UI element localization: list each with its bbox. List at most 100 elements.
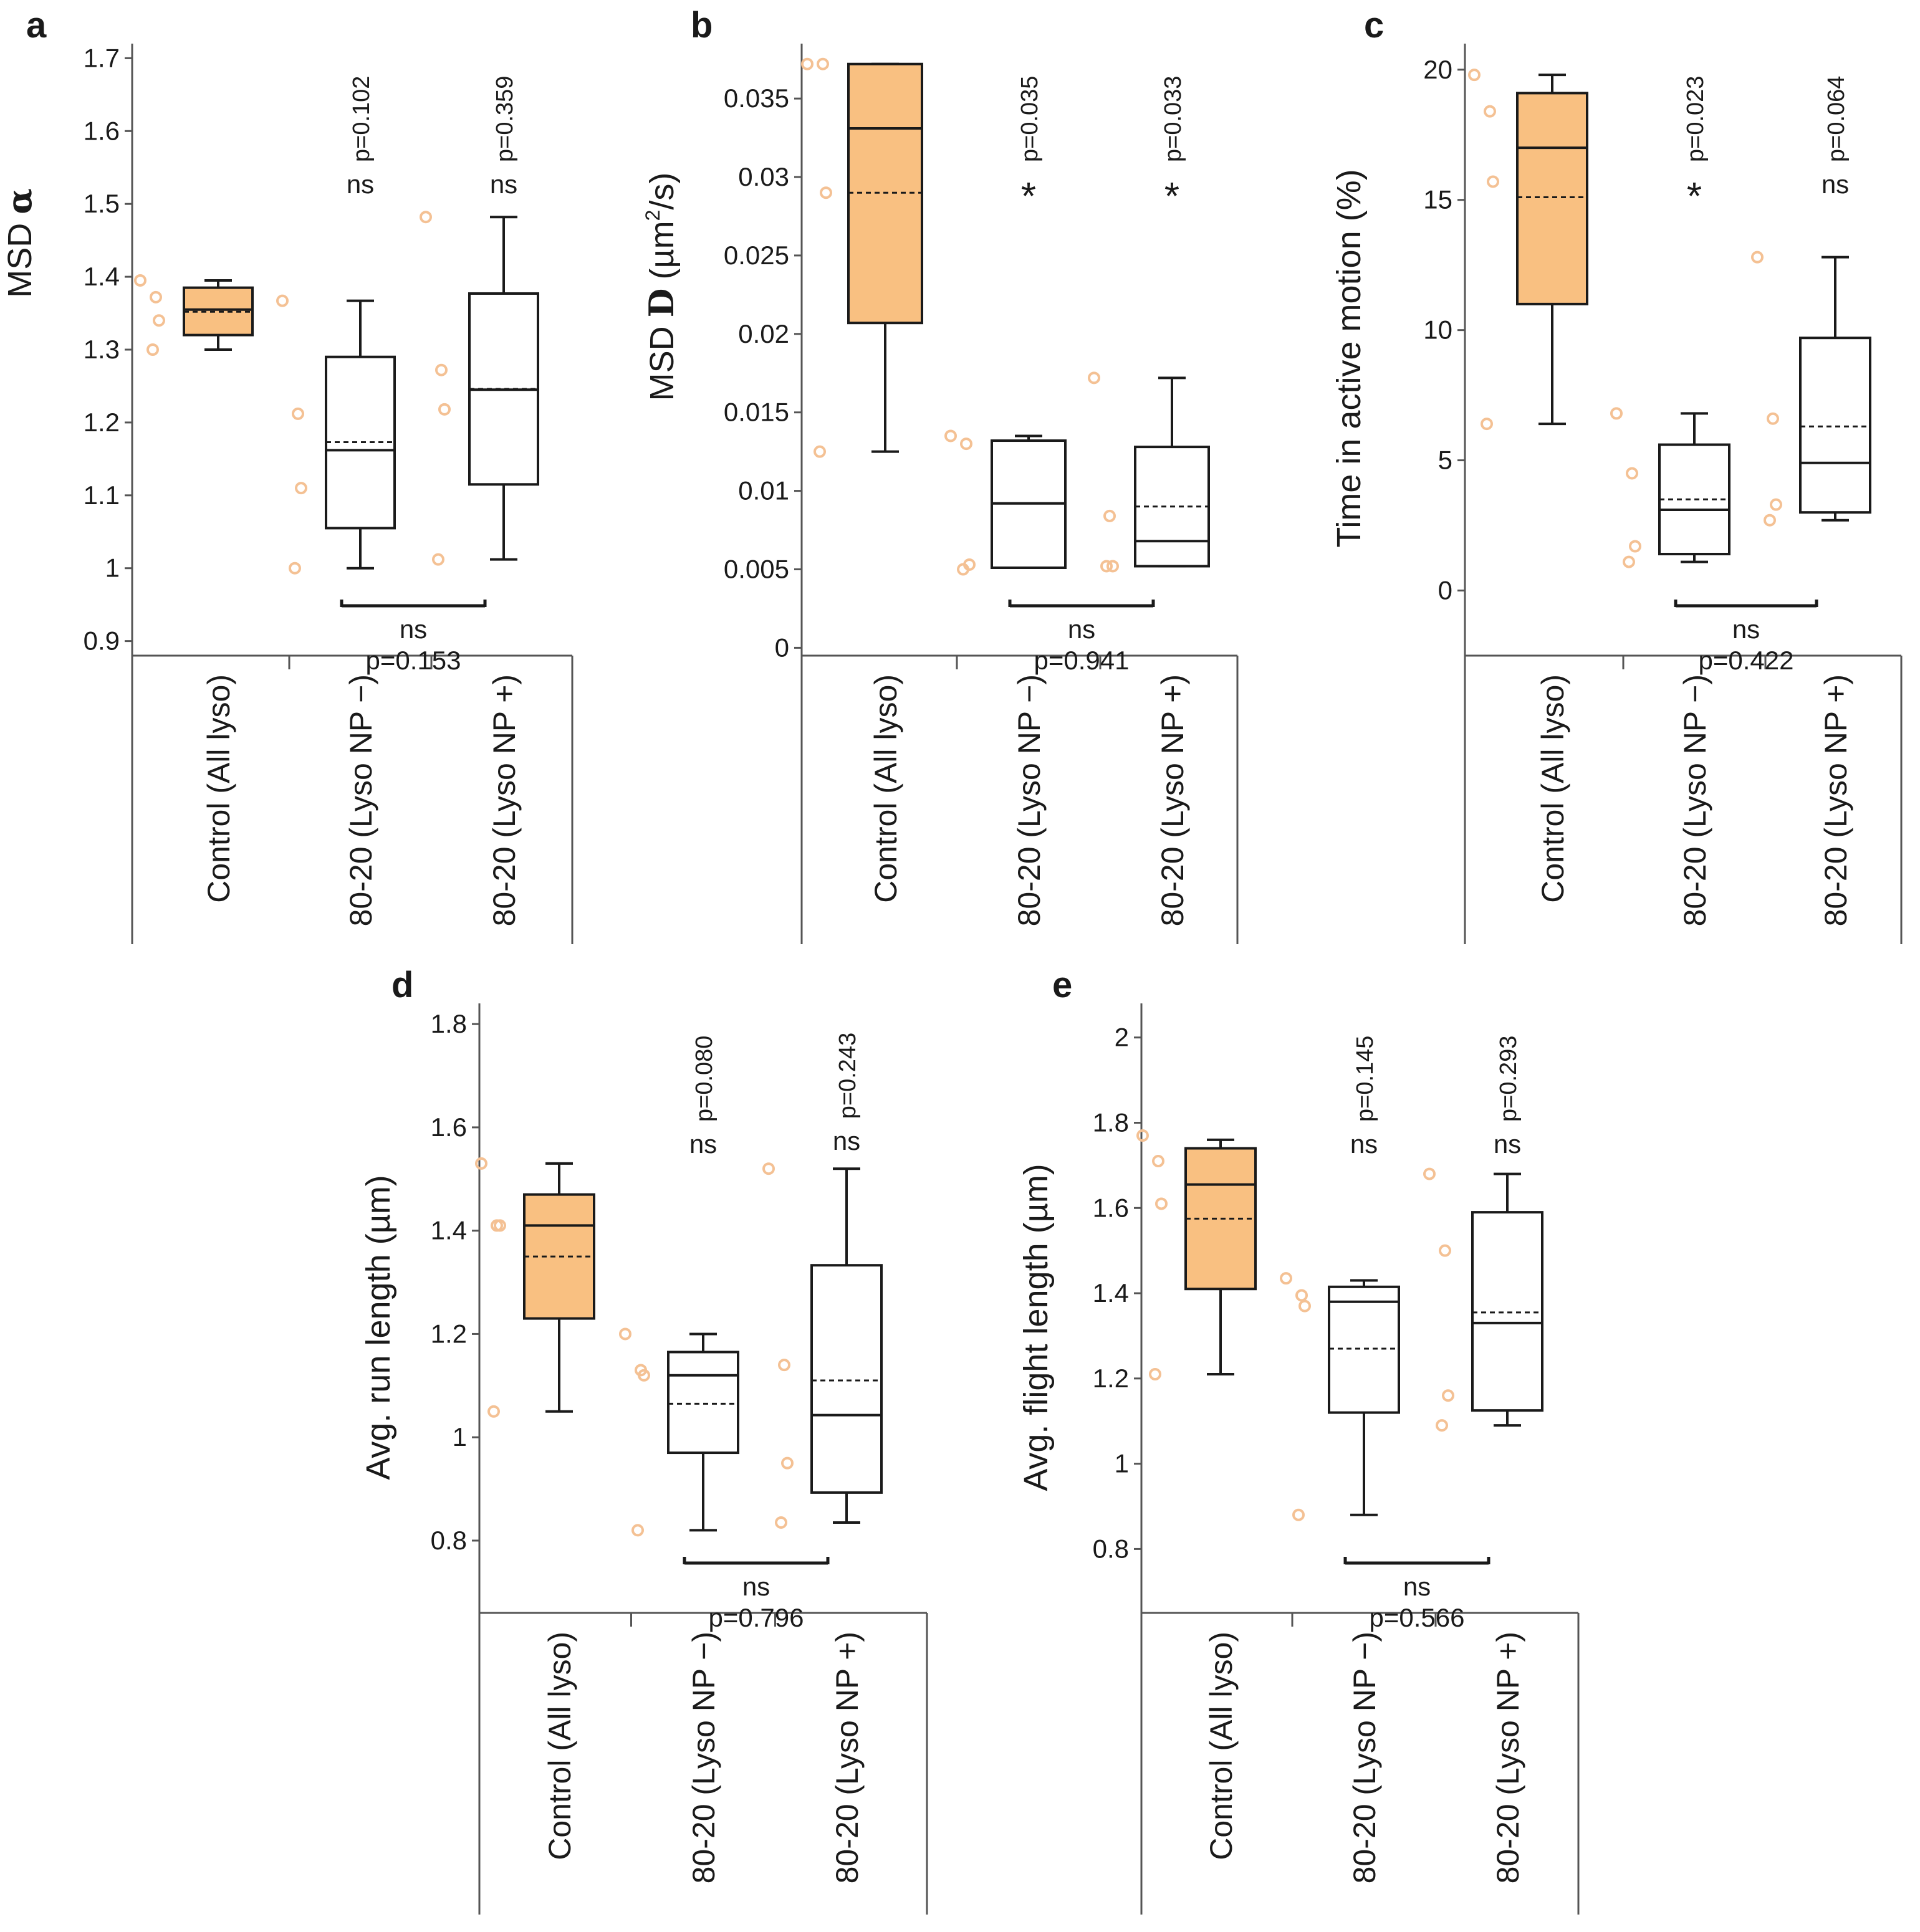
y-tick-label: 1.2 xyxy=(431,1319,467,1348)
significance-mark: ns xyxy=(347,170,374,199)
y-tick-label: 0 xyxy=(775,633,789,662)
data-point xyxy=(295,482,307,495)
y-axis-label-main: Avg. flight length (µm) xyxy=(1017,1164,1055,1491)
data-point xyxy=(1155,1197,1168,1210)
data-point xyxy=(1610,407,1623,420)
data-point xyxy=(494,1219,506,1232)
data-point xyxy=(817,57,829,70)
data-point xyxy=(944,429,957,442)
y-axis-label-main: Avg. run length (µm) xyxy=(360,1175,397,1480)
y-tick-label: 0.9 xyxy=(84,626,120,656)
data-point xyxy=(1751,251,1764,264)
box-3 xyxy=(420,211,539,566)
box-iqr xyxy=(1799,337,1871,514)
comparison-sig: ns xyxy=(1403,1572,1431,1601)
data-point xyxy=(638,1369,650,1382)
significance-mark: ns xyxy=(1350,1129,1378,1159)
y-tick-label: 1.8 xyxy=(431,1009,467,1038)
data-point xyxy=(1088,371,1100,385)
panel-letter: d xyxy=(391,965,413,1005)
y-tick-label: 1 xyxy=(453,1422,467,1451)
category-label: 80-20 (Lyso NP −) xyxy=(1012,674,1047,926)
data-point xyxy=(960,438,972,451)
y-tick-label: 1 xyxy=(1115,1449,1129,1478)
panel-a: a 0.9 1 1.1 1.2 1.3 1.4 1.5 1.6 1.7 MSD α Control (A… xyxy=(0,5,574,944)
y-tick-label: 0.02 xyxy=(738,319,789,348)
y-tick-label: 10 xyxy=(1423,315,1452,345)
y-tick-label: 0.8 xyxy=(431,1526,467,1555)
p-value-label: p=0.064 xyxy=(1823,76,1850,162)
data-point xyxy=(289,562,301,575)
data-point xyxy=(420,211,432,224)
data-point xyxy=(435,363,448,376)
category-label: 80-20 (Lyso NP +) xyxy=(830,1632,865,1883)
data-point xyxy=(775,1516,787,1529)
data-point xyxy=(1295,1289,1308,1302)
box-iqr xyxy=(1328,1285,1400,1414)
data-point xyxy=(1626,467,1638,480)
data-point xyxy=(631,1524,644,1537)
box-1 xyxy=(134,274,254,356)
data-point xyxy=(150,290,162,304)
category-label: 80-20 (Lyso NP −) xyxy=(1347,1632,1382,1883)
panel-letter: b xyxy=(691,5,713,45)
significance-mark: ns xyxy=(833,1126,860,1155)
y-axis-label-symbol: D xyxy=(641,289,681,318)
y-tick-label: 1.4 xyxy=(1093,1278,1129,1308)
y-axis-label: Avg. flight length (µm) xyxy=(1017,1164,1055,1491)
p-value-label: p=0.145 xyxy=(1352,1036,1378,1122)
p-value-label: p=0.293 xyxy=(1495,1036,1522,1122)
y-tick-label: 0.005 xyxy=(724,555,789,584)
data-point xyxy=(1423,1167,1436,1180)
y-tick-label: 1.3 xyxy=(84,335,120,364)
box-2 xyxy=(619,1327,739,1537)
category-label: 80-20 (Lyso NP −) xyxy=(1678,674,1712,926)
panel-d: d 0.8 1 1.2 1.4 1.6 1.8 Avg. run length (µm) Con… xyxy=(360,965,928,1915)
y-tick-label: 0 xyxy=(1438,576,1452,605)
data-point xyxy=(820,186,832,199)
data-point xyxy=(1468,69,1481,82)
p-value-label: p=0.023 xyxy=(1682,76,1709,162)
y-tick-label: 1.2 xyxy=(1093,1364,1129,1393)
y-tick-label: 1.6 xyxy=(431,1112,467,1142)
data-point xyxy=(1442,1389,1454,1402)
y-tick-label: 1.6 xyxy=(1093,1193,1129,1222)
comparison-p: p=0.422 xyxy=(1699,646,1794,675)
box-iqr xyxy=(1471,1211,1543,1412)
category-label: Control (All lyso) xyxy=(542,1632,577,1860)
box-1 xyxy=(801,57,923,458)
data-point xyxy=(1629,540,1641,553)
data-point xyxy=(1487,175,1499,188)
data-point xyxy=(1298,1299,1311,1313)
box-3 xyxy=(762,1162,883,1529)
data-point xyxy=(1481,418,1493,431)
box-iqr xyxy=(667,1351,739,1455)
y-tick-label: 0.8 xyxy=(1093,1534,1129,1563)
significance-mark: ns xyxy=(490,170,517,199)
box-1 xyxy=(1468,69,1588,431)
data-point xyxy=(1292,1508,1305,1521)
y-axis-label: MSD D (µm2/s) xyxy=(641,173,681,401)
panel-letter: a xyxy=(26,5,47,45)
box-2 xyxy=(1610,407,1730,568)
panel-e: e 0.8 1 1.2 1.4 1.6 1.8 2 Avg. flight length (µm… xyxy=(1017,965,1580,1915)
data-point xyxy=(146,343,159,356)
data-point xyxy=(781,1456,794,1470)
y-tick-label: 20 xyxy=(1423,55,1452,84)
data-point xyxy=(475,1157,487,1170)
data-point xyxy=(1623,555,1635,568)
y-tick-label: 1.4 xyxy=(84,262,120,291)
data-point xyxy=(1280,1272,1292,1285)
panel-letter: c xyxy=(1364,5,1384,45)
box-iqr xyxy=(810,1264,883,1494)
y-axis-label: MSD α xyxy=(0,188,39,298)
data-point xyxy=(1484,105,1496,118)
comparison-p: p=0.153 xyxy=(366,646,461,675)
data-point xyxy=(438,403,451,416)
p-value-label: p=0.359 xyxy=(492,76,518,162)
box-iqr xyxy=(1516,92,1588,305)
data-point xyxy=(1436,1419,1448,1432)
category-label: Control (All lyso) xyxy=(1535,674,1570,903)
data-point xyxy=(153,314,165,327)
